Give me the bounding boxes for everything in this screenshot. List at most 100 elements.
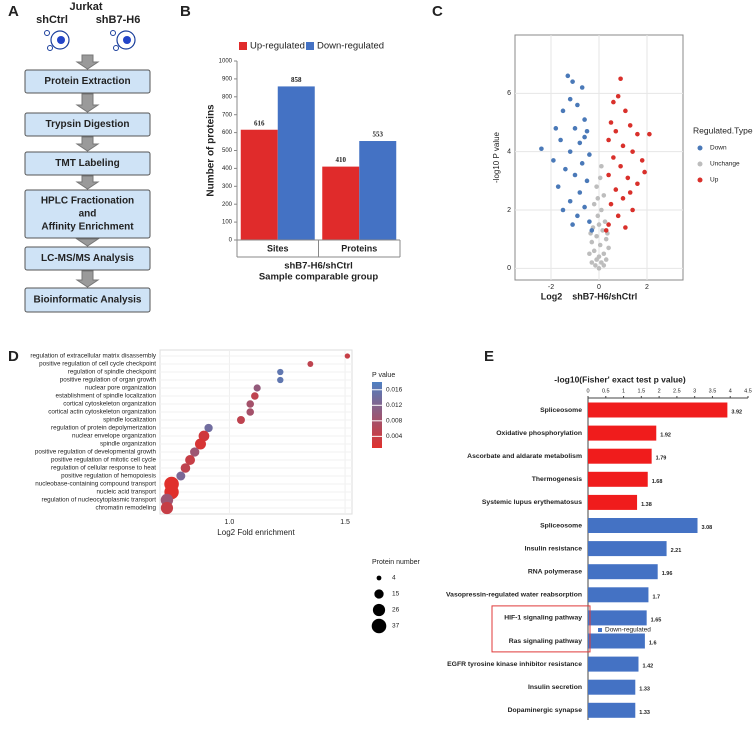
bar bbox=[588, 656, 639, 672]
x-tick-label: 4 bbox=[729, 388, 732, 394]
point bbox=[582, 117, 587, 122]
point bbox=[613, 187, 619, 192]
point bbox=[623, 108, 628, 114]
value-label: 1.7 bbox=[652, 594, 660, 600]
x-axis-title: Log2 Fold enrichment bbox=[217, 528, 295, 537]
value-label: 1.65 bbox=[651, 617, 662, 623]
legend-label: Down-regulated bbox=[317, 41, 384, 52]
point bbox=[639, 158, 645, 163]
point bbox=[539, 146, 544, 152]
bar bbox=[588, 587, 649, 603]
x-tick-label: 1.5 bbox=[638, 388, 646, 394]
x-tick-label: 0 bbox=[586, 388, 589, 394]
point bbox=[584, 128, 590, 134]
point bbox=[582, 134, 587, 140]
value-label: 2.21 bbox=[671, 548, 682, 554]
y-tick-label: Ascorbate and aldarate metabolism bbox=[467, 453, 582, 460]
point bbox=[570, 79, 575, 84]
dot bbox=[194, 438, 206, 450]
arrow bbox=[75, 270, 100, 288]
value-label: 1.42 bbox=[642, 664, 653, 670]
arrow bbox=[75, 136, 100, 152]
point bbox=[603, 236, 609, 242]
y-tick-label: 400 bbox=[222, 166, 233, 172]
point bbox=[602, 219, 608, 224]
y-tick-label: chromatin remodeling bbox=[95, 505, 156, 512]
x-tick-label: 0 bbox=[597, 284, 601, 291]
y-tick-label: 100 bbox=[222, 220, 233, 226]
bar bbox=[588, 610, 647, 626]
x-tick-label: 2.5 bbox=[673, 388, 681, 394]
legend-swatch bbox=[239, 42, 247, 50]
x-tick-label: Proteins bbox=[341, 243, 377, 253]
plot-area bbox=[159, 349, 353, 515]
panel-label: B bbox=[180, 3, 191, 20]
point bbox=[553, 126, 559, 131]
point bbox=[596, 222, 602, 227]
legend-title: Protein number bbox=[372, 559, 421, 566]
point bbox=[587, 219, 592, 224]
legend-marker bbox=[697, 145, 703, 151]
size-label: 26 bbox=[392, 607, 400, 614]
point bbox=[597, 242, 603, 248]
point bbox=[635, 181, 640, 187]
point bbox=[620, 143, 626, 149]
y-tick-label: nucleobase-containing compound transport bbox=[35, 481, 156, 488]
value-label: 1.33 bbox=[639, 687, 650, 693]
arrow bbox=[75, 238, 100, 247]
step-box bbox=[24, 112, 151, 137]
bar bbox=[588, 679, 636, 695]
dot bbox=[246, 408, 255, 416]
y-tick-label: Oxidative phosphorylation bbox=[496, 430, 582, 437]
point bbox=[570, 222, 575, 227]
step-text: HPLC Fractionation bbox=[41, 196, 134, 207]
value-label: 1.92 bbox=[660, 433, 671, 439]
point bbox=[579, 85, 585, 90]
step-text: Bioinformatic Analysis bbox=[34, 295, 142, 306]
step-box bbox=[24, 151, 151, 176]
y-tick-label: RNA polymerase bbox=[528, 568, 582, 575]
value-label: 410 bbox=[336, 156, 347, 164]
y-tick-label: regulation of nucleocytoplasmic transpor… bbox=[42, 497, 157, 504]
legend-swatch bbox=[598, 628, 602, 632]
x-tick-label: 4.5 bbox=[744, 388, 752, 394]
bar bbox=[588, 471, 648, 487]
y-tick-label: HIF-1 signaling pathway bbox=[504, 615, 582, 622]
point bbox=[577, 190, 583, 195]
point bbox=[595, 213, 601, 219]
point bbox=[615, 213, 621, 219]
bar bbox=[588, 425, 657, 441]
y-tick-label: Spliceosome bbox=[540, 407, 582, 414]
point bbox=[558, 137, 563, 143]
step-text: Protein Extraction bbox=[44, 76, 130, 87]
arrow bbox=[75, 93, 100, 113]
color-tick-label: 0.016 bbox=[386, 386, 403, 393]
legend-label: Down bbox=[710, 145, 727, 152]
point bbox=[567, 198, 573, 204]
value-label: 1.6 bbox=[649, 640, 657, 646]
value-label: 1.79 bbox=[656, 456, 667, 462]
x-tick-label: -2 bbox=[548, 284, 554, 291]
size-key bbox=[374, 589, 384, 599]
bar bbox=[588, 448, 652, 464]
dot bbox=[185, 455, 196, 465]
point bbox=[618, 76, 623, 82]
cell-small bbox=[110, 30, 116, 36]
step-text: and bbox=[79, 209, 97, 220]
y-tick-label: Vasopressin-regulated water reabsorption bbox=[446, 592, 582, 599]
y-tick-label: positive regulation of organ growth bbox=[60, 377, 157, 384]
y-tick-label: positive regulation of cell cycle checkp… bbox=[39, 361, 156, 368]
cell-small bbox=[47, 45, 53, 51]
x-tick-label: Sites bbox=[267, 243, 289, 253]
y-tick-label: 500 bbox=[222, 148, 233, 154]
legend-title: Regulated.Type bbox=[693, 125, 753, 135]
bar bbox=[588, 518, 698, 533]
y-tick-label: nucleic acid transport bbox=[96, 489, 156, 496]
cell-icon bbox=[116, 30, 136, 50]
legend-swatch bbox=[306, 42, 314, 50]
step-box bbox=[24, 69, 151, 94]
y-tick-label: 300 bbox=[222, 184, 233, 190]
point bbox=[577, 140, 583, 146]
bar bbox=[322, 166, 360, 240]
point bbox=[627, 190, 633, 195]
